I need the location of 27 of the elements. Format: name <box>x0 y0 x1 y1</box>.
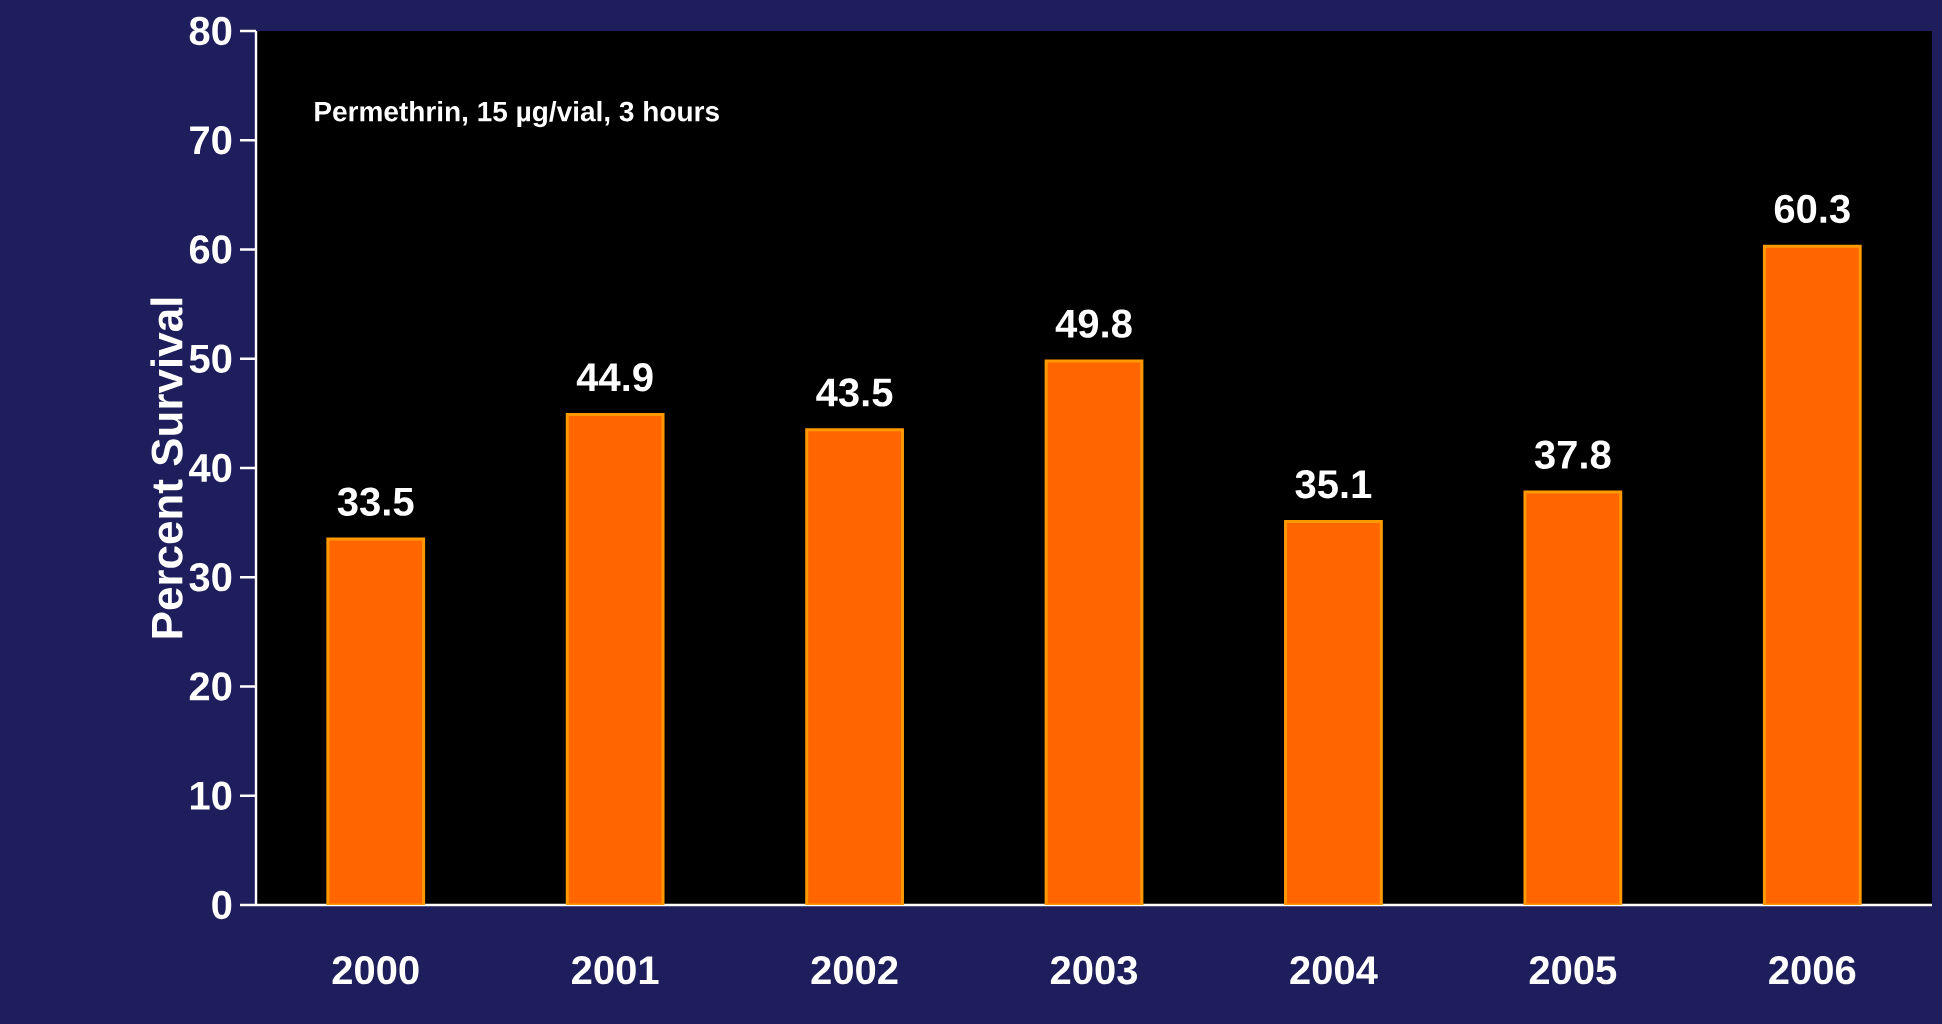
y-tick-label: 60 <box>189 235 232 264</box>
x-tick-label: 2003 <box>1050 956 1138 985</box>
data-label: 43.5 <box>816 378 893 407</box>
annotation: Permethrin, 15 µg/vial, 3 hours <box>315 100 719 128</box>
x-tick-label: 2001 <box>572 956 659 985</box>
x-tick-label: 2002 <box>811 956 898 985</box>
y-tick-label: 30 <box>189 563 232 592</box>
data-label: 35.1 <box>1295 470 1372 499</box>
x-tick-label: 2004 <box>1290 956 1378 985</box>
data-label: 49.8 <box>1055 309 1132 338</box>
x-tick-label: 2000 <box>332 956 419 985</box>
data-label: 60.3 <box>1774 194 1850 224</box>
bar <box>805 428 904 905</box>
y-tick-label: 20 <box>189 672 232 701</box>
data-label: 37.8 <box>1534 440 1611 469</box>
y-tick-label: 10 <box>190 781 232 810</box>
y-tick-label: 70 <box>190 126 232 155</box>
y-tick-label: 0 <box>212 890 232 920</box>
y-tick-label: 50 <box>189 344 232 373</box>
y-axis-title: Percent Survival <box>150 298 183 638</box>
data-label: 33.5 <box>337 487 414 516</box>
y-tick-label: 40 <box>189 453 232 483</box>
bar <box>1284 520 1383 905</box>
x-tick-label: 2005 <box>1529 956 1617 985</box>
data-label: 44.9 <box>576 363 653 392</box>
x-tick-label: 2006 <box>1769 956 1856 985</box>
y-tick-label: 80 <box>189 16 232 46</box>
